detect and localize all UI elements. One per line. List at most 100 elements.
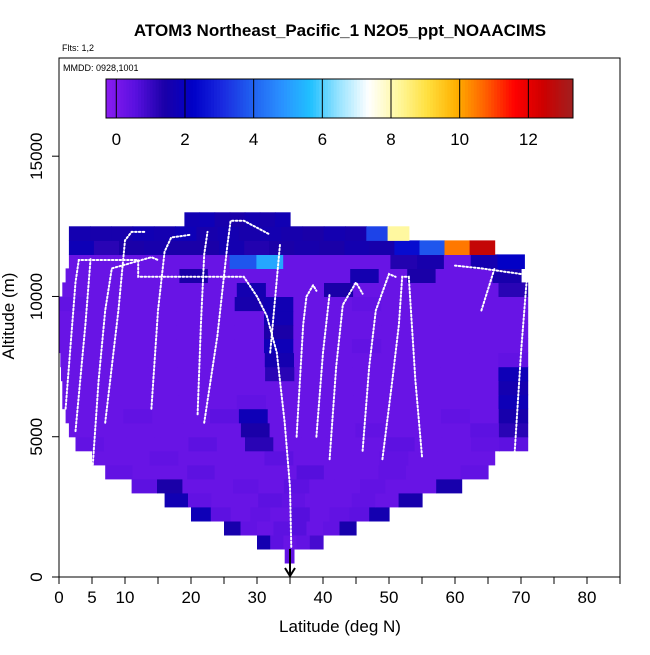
curtain-cell [264, 450, 294, 466]
curtain-cell [336, 254, 365, 269]
curtain-cell [89, 352, 120, 368]
curtain-cell [250, 506, 271, 522]
colorbar-segment [371, 79, 375, 118]
curtain-cell [498, 380, 529, 396]
colorbar-segment [205, 79, 209, 118]
curtain-cell [234, 338, 265, 354]
colorbar-segment [540, 79, 545, 118]
curtain-cell [91, 282, 122, 297]
curtain-cell [440, 282, 471, 297]
curtain-cell [205, 338, 236, 354]
colorbar-segment [222, 79, 227, 118]
colorbar-segment [511, 79, 516, 118]
curtain-cell [68, 226, 91, 241]
curtain-cell [187, 464, 216, 480]
x-tick-label: 50 [380, 588, 399, 607]
curtain-cell [375, 492, 400, 508]
curtain-cell [207, 394, 238, 410]
curtain-cell [378, 464, 407, 480]
colorbar-segment [208, 79, 212, 118]
colorbar-segment [199, 79, 203, 118]
colorbar-segment [459, 79, 463, 118]
curtain-cell [126, 422, 156, 438]
curtain-cell [120, 282, 151, 297]
curtain-cell [240, 520, 258, 536]
x-tick-label: 20 [182, 588, 201, 607]
x-tick-label: 0 [54, 588, 63, 607]
flight-track [64, 259, 293, 550]
curtain-cell [323, 520, 341, 536]
curtain-cell [234, 324, 265, 340]
curtain-cell [355, 422, 385, 438]
curtain-cell [117, 310, 148, 326]
colorbar-segment [543, 79, 548, 118]
colorbar-segment [336, 79, 340, 118]
flight-track [91, 256, 159, 477]
colorbar-segment [348, 79, 352, 118]
curtain-cell [236, 268, 266, 283]
curtain-cell [411, 282, 441, 297]
colorbar-segment [123, 79, 127, 118]
curtain-cell [301, 436, 331, 452]
colorbar-segment [184, 79, 189, 118]
curtain-cell [498, 324, 529, 340]
curtain-cell [469, 338, 499, 354]
curtain-cell [257, 520, 275, 536]
curtain-cell [274, 212, 291, 227]
y-axis-label: Altitude (m) [0, 273, 18, 360]
colorbar-segment [400, 79, 405, 118]
curtain-cell [95, 254, 124, 269]
colorbar-tick-label: 2 [180, 130, 189, 149]
y-tick-label: 0 [27, 572, 46, 581]
chart-title: ATOM3 Northeast_Pacific_1 N2O5_ppt_NOAAC… [134, 21, 546, 40]
curtain-cell [381, 352, 412, 368]
curtain-cell [132, 436, 161, 452]
curtain-cell [385, 478, 412, 494]
colorbar-segment [412, 79, 416, 118]
curtain-cell [270, 534, 284, 550]
curtain-cell [408, 450, 438, 466]
curtain-cell [442, 436, 472, 452]
curtain-cell [469, 310, 499, 326]
curtain-cell [117, 338, 148, 354]
colorbar-segment [240, 79, 244, 118]
curtain-cell [464, 268, 494, 283]
colorbar-segment [219, 79, 224, 118]
curtain-cell [469, 282, 500, 297]
curtain-cell [443, 254, 472, 269]
curtain-cell [258, 478, 285, 494]
colorbar-segment [243, 79, 247, 118]
curtain-cell [229, 212, 246, 227]
curtain-cell [120, 380, 151, 396]
y-tick-label: 15000 [27, 133, 46, 180]
colorbar-segment [187, 79, 192, 118]
colorbar-segment [272, 79, 276, 118]
flight-track [361, 272, 397, 452]
curtain-cell [265, 366, 295, 382]
curtain-cell [470, 254, 499, 269]
curtain-cell [321, 268, 351, 283]
curtain-cell [235, 352, 266, 368]
curtain-cell [88, 338, 119, 354]
colorbar-segment [254, 79, 259, 118]
curtain-cell [381, 310, 412, 326]
colorbar-segment [152, 79, 157, 118]
curtain-cell [164, 492, 189, 508]
colorbar-segment [316, 79, 320, 118]
curtain-cell [410, 296, 441, 312]
curtain-cell [149, 380, 180, 396]
curtain-cell [324, 282, 354, 297]
colorbar-segment [359, 79, 364, 118]
colorbar-segment [269, 79, 273, 118]
colorbar-segment [228, 79, 232, 118]
colorbar-segment [500, 79, 504, 118]
colorbar-segment [260, 79, 265, 118]
curtain-cell [146, 324, 177, 340]
curtain-cell [159, 464, 188, 480]
curtain-cell [326, 422, 357, 438]
curtain-cell [264, 324, 294, 340]
colorbar-segment [278, 79, 282, 118]
colorbar-tick-label: 8 [386, 130, 395, 149]
curtain-cell [206, 366, 237, 382]
curtain-cell [366, 226, 389, 241]
